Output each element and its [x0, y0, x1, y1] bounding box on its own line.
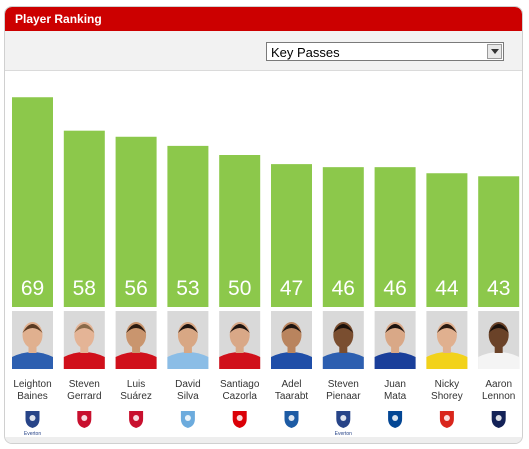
player-last-name: Gerrard	[67, 391, 101, 402]
player-first-name: David	[175, 379, 201, 390]
chelsea-crest-icon	[388, 411, 403, 428]
player-avatar-icon	[167, 322, 209, 369]
liverpool-crest-icon	[129, 411, 144, 428]
bar-value-label: 50	[228, 277, 251, 300]
bar-3[interactable]	[115, 136, 157, 307]
bar-4[interactable]	[167, 145, 209, 307]
player-avatar-icon	[322, 322, 364, 369]
bar-6[interactable]	[271, 164, 312, 307]
bar-2[interactable]	[63, 130, 105, 307]
stat-select[interactable]: Key Passes	[266, 42, 504, 61]
bar-value-label: 53	[176, 277, 199, 300]
player-last-name: Silva	[177, 391, 199, 402]
widget-header: Player Ranking	[5, 7, 522, 31]
player-avatar-icon	[63, 322, 105, 369]
bar-value-label: 46	[383, 277, 406, 300]
player-first-name: Steven	[69, 379, 100, 390]
everton-crest-icon: Everton	[24, 411, 41, 437]
filter-toolbar: Key Passes	[5, 31, 522, 71]
player-last-name: Mata	[384, 391, 407, 402]
ranking-bar-chart: 69LeightonBainesEverton58StevenGerrard56…	[5, 97, 522, 443]
tottenham-crest-icon	[491, 411, 506, 428]
player-avatar-icon	[12, 322, 53, 369]
bar-1[interactable]	[12, 97, 53, 308]
player-first-name: Luis	[127, 379, 145, 390]
bar-value-label: 56	[124, 277, 147, 300]
player-avatar-icon	[271, 322, 312, 369]
man-city-crest-icon	[180, 411, 195, 428]
player-first-name: Nicky	[435, 379, 459, 390]
player-first-name: Santiago	[220, 379, 260, 390]
player-last-name: Pienaar	[326, 391, 361, 402]
bar-value-label: 47	[280, 277, 303, 300]
player-avatar-icon	[374, 322, 416, 369]
player-avatar-icon	[478, 322, 520, 369]
qpr-crest-icon	[284, 411, 299, 428]
player-avatar-icon	[219, 322, 261, 369]
bar-10[interactable]	[478, 176, 520, 307]
bar-value-label: 69	[21, 277, 44, 300]
crest-label: Everton	[24, 431, 41, 437]
bar-9[interactable]	[426, 173, 468, 307]
bar-value-label: 43	[487, 277, 510, 300]
bar-value-label: 44	[435, 277, 459, 300]
player-last-name: Baines	[17, 391, 48, 402]
liverpool-crest-icon	[77, 411, 92, 428]
player-last-name: Lennon	[482, 391, 515, 402]
chart-footer-band	[5, 437, 522, 443]
player-last-name: Shorey	[431, 391, 463, 402]
stat-select-value: Key Passes	[271, 45, 340, 60]
chevron-down-icon[interactable]	[487, 44, 502, 59]
player-first-name: Adel	[281, 379, 301, 390]
player-avatar-icon	[426, 322, 468, 369]
bar-value-label: 58	[73, 277, 96, 300]
crest-label: Everton	[335, 431, 352, 437]
player-first-name: Leighton	[13, 379, 51, 390]
player-last-name: Taarabt	[275, 391, 309, 402]
player-ranking-widget: Player Ranking Key Passes 69 Leighton Bain…	[4, 6, 523, 444]
arsenal-crest-icon	[232, 411, 247, 428]
player-avatar-icon	[115, 322, 157, 369]
everton-crest-icon: Everton	[335, 411, 352, 437]
player-first-name: Aaron	[485, 379, 512, 390]
player-last-name: Suárez	[120, 391, 152, 402]
bar-8[interactable]	[374, 167, 416, 307]
widget-title: Player Ranking	[15, 12, 102, 26]
bar-value-label: 46	[332, 277, 355, 300]
player-last-name: Cazorla	[222, 391, 257, 402]
player-first-name: Juan	[384, 379, 406, 390]
reading-crest-icon	[439, 411, 454, 428]
bar-7[interactable]	[322, 167, 364, 307]
bar-5[interactable]	[219, 155, 261, 307]
player-first-name: Steven	[328, 379, 359, 390]
